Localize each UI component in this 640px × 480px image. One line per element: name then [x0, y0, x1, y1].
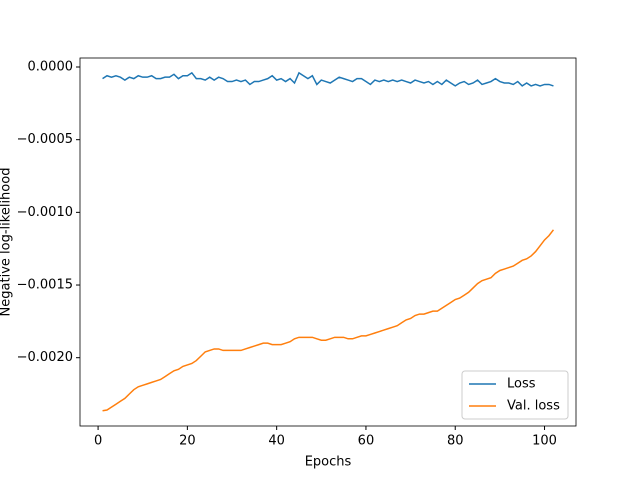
series-line — [102, 71, 554, 87]
y-tick-label: −0.0005 — [17, 132, 73, 147]
y-tick-label: −0.0015 — [17, 278, 73, 293]
x-tick-label: 40 — [268, 434, 285, 449]
y-tick-label: −0.0020 — [17, 350, 73, 365]
x-tick-label: 80 — [447, 434, 464, 449]
x-tick-label: 100 — [532, 434, 557, 449]
legend-box — [461, 370, 569, 420]
series-line — [102, 229, 555, 412]
legend-label: Val. loss — [507, 399, 560, 414]
x-tick-label: 0 — [94, 434, 102, 449]
y-tick-label: −0.0010 — [17, 205, 73, 220]
legend-label: Loss — [507, 377, 536, 392]
x-axis-label: Epochs — [305, 455, 352, 470]
plot-frame — [79, 57, 577, 427]
y-tick-label: 0.0000 — [28, 60, 74, 75]
x-tick-label: 60 — [358, 434, 375, 449]
y-axis-label: Negative log-likelihood — [0, 168, 14, 317]
x-tick-label: 20 — [179, 434, 196, 449]
